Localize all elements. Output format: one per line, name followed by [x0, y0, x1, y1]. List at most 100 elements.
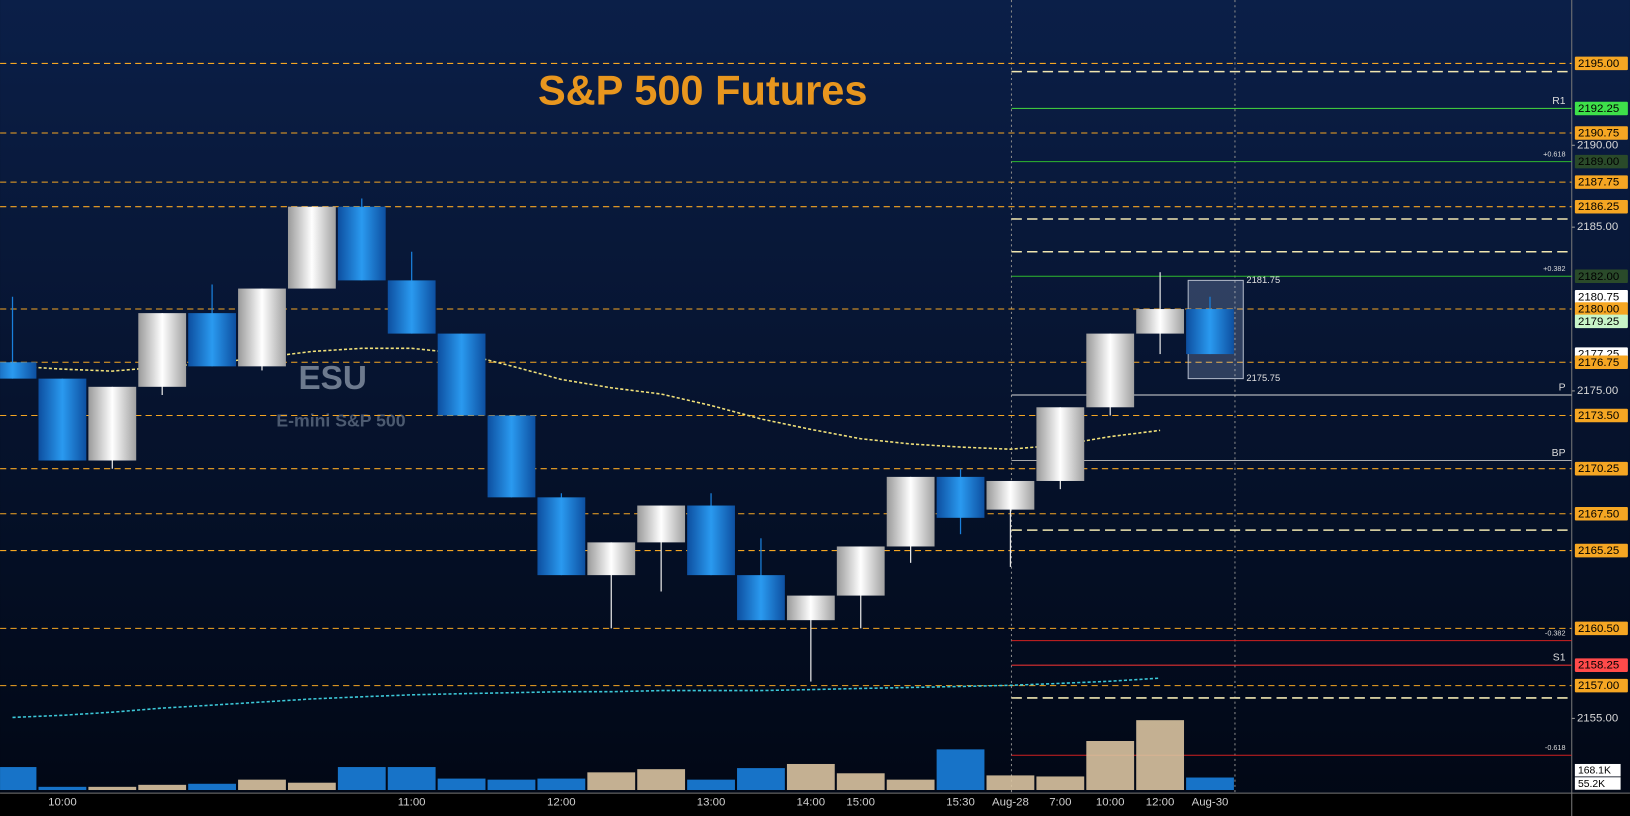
- level-tag: [1574, 56, 1628, 71]
- volume-bar: [387, 767, 436, 791]
- level-tag-label: 2182.00: [1578, 271, 1619, 283]
- level-tag: [1574, 154, 1628, 169]
- level-tag: [1574, 175, 1628, 189]
- chart-title: S&P 500 Futures: [538, 67, 868, 114]
- volume-bar: [886, 779, 935, 791]
- volume-bar: [637, 769, 686, 791]
- candle-body: [287, 206, 336, 289]
- y-tick-label: 2190.00: [1577, 139, 1618, 151]
- candle-body: [238, 288, 286, 367]
- candle-body: [188, 313, 237, 367]
- candle-body: [38, 378, 87, 461]
- volume-bar: [587, 772, 636, 791]
- level-tag: [1574, 126, 1628, 140]
- volume-bar: [88, 786, 137, 791]
- x-tick-label: 7:00: [1049, 797, 1071, 809]
- level-tag: [1574, 269, 1628, 284]
- level-tag-label: 2167.50: [1578, 508, 1619, 520]
- x-tick-label: 12:00: [1146, 797, 1175, 809]
- pivot-label: BP: [1552, 448, 1566, 459]
- level-tag-label: 2192.25: [1578, 103, 1619, 115]
- volume-tag: [1574, 763, 1621, 777]
- volume-tag-label: 55.2K: [1578, 779, 1605, 790]
- level-tag: [1574, 461, 1628, 476]
- level-tag-label: 2180.00: [1578, 304, 1619, 316]
- x-tick-label: Aug-30: [1192, 797, 1229, 809]
- pivot-label: P: [1559, 382, 1566, 393]
- volume-bar: [537, 778, 586, 791]
- candle-body: [1136, 309, 1185, 334]
- candle-body: [437, 333, 486, 416]
- candle-body: [1186, 309, 1234, 355]
- volume-tag: [1574, 777, 1621, 790]
- x-tick-label: 15:00: [846, 797, 875, 809]
- candle-body: [487, 415, 536, 498]
- x-tick-label: 14:00: [797, 797, 826, 809]
- candle-body: [537, 497, 586, 576]
- x-tick-label: 10:00: [48, 797, 77, 809]
- candle-body: [836, 546, 885, 596]
- candle-body: [0, 362, 37, 379]
- level-tag: [1574, 543, 1628, 558]
- level-tag-label: 2187.75: [1578, 177, 1619, 189]
- volume-bar: [1136, 720, 1185, 791]
- pivot-label: +0.382: [1543, 264, 1565, 273]
- volume-bar: [986, 775, 1035, 791]
- candle-body: [687, 505, 735, 576]
- candle-body: [886, 476, 935, 547]
- volume-bar: [238, 779, 286, 791]
- x-axis-band: [0, 793, 1630, 816]
- volume-bar: [337, 767, 386, 791]
- pivot-label: +0.618: [1543, 149, 1565, 158]
- level-tag-label: 2160.50: [1578, 623, 1619, 635]
- candle-body: [986, 480, 1035, 510]
- level-tag: [1574, 101, 1628, 116]
- volume-bar: [0, 767, 37, 791]
- plot-area: [0, 62, 1572, 791]
- x-tick-label: 15:30: [946, 797, 975, 809]
- level-tag: [1574, 678, 1628, 693]
- moving-average: [12, 347, 1161, 450]
- candle-body: [936, 476, 985, 518]
- volume-bar: [38, 786, 87, 791]
- volume-bar: [687, 779, 735, 791]
- x-tick-label: Aug-28: [992, 797, 1029, 809]
- level-tag: [1574, 199, 1628, 214]
- volume-bar: [1036, 776, 1085, 791]
- level-tag: [1574, 658, 1628, 672]
- pivot-label: -0.618: [1545, 743, 1566, 752]
- moving-average: [12, 677, 1161, 719]
- volume-bar: [737, 768, 785, 791]
- volume-bar: [786, 763, 835, 791]
- volume-bar: [138, 784, 187, 791]
- pivot-label: S1: [1553, 653, 1566, 664]
- candle-body: [138, 313, 187, 387]
- volume-bar: [487, 779, 536, 791]
- level-tag: [1574, 506, 1628, 521]
- level-tag-label: 2170.25: [1578, 463, 1619, 475]
- level-tag-label: 2157.00: [1578, 680, 1619, 692]
- candle-body: [88, 386, 137, 461]
- y-tick-label: 2155.00: [1577, 712, 1618, 724]
- y-tick-label: 2175.00: [1577, 385, 1618, 397]
- watermark-subtitle: E-mini S&P 500: [276, 411, 405, 431]
- pivot-label: -0.382: [1545, 628, 1566, 637]
- volume-bar: [188, 783, 237, 791]
- x-tick-label: 13:00: [697, 797, 726, 809]
- level-tag: [1574, 302, 1628, 316]
- y-tick-label: 2185.00: [1577, 221, 1618, 233]
- volume-bar: [1086, 741, 1135, 791]
- volume-bar: [936, 749, 985, 791]
- level-tag-label: 2173.50: [1578, 410, 1619, 422]
- level-tag-label: 2179.25: [1578, 316, 1619, 328]
- level-tag: [1574, 408, 1628, 423]
- candle-body: [737, 575, 785, 621]
- pivot-label: R1: [1552, 96, 1565, 107]
- x-tick-label: 10:00: [1096, 797, 1125, 809]
- level-tag-label: 2186.25: [1578, 201, 1619, 213]
- candle-body: [337, 206, 386, 281]
- level-tag: [1574, 355, 1628, 370]
- volume-bar: [836, 773, 885, 791]
